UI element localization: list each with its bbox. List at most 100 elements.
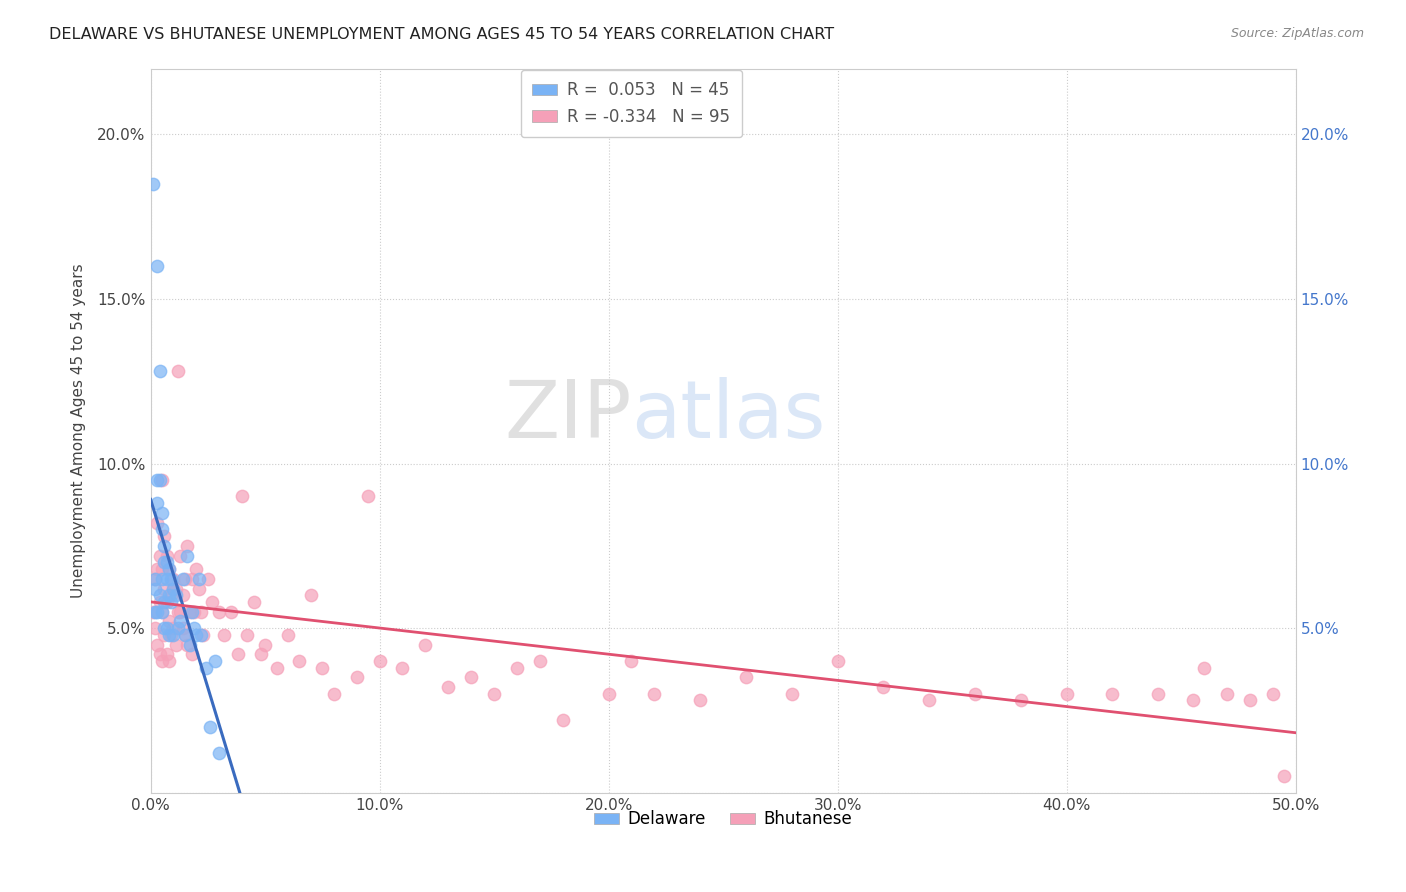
Point xyxy=(1192,660,1215,674)
Point xyxy=(174,628,197,642)
Point xyxy=(529,654,551,668)
Point xyxy=(169,615,191,629)
Point xyxy=(208,605,231,619)
Point xyxy=(146,473,169,487)
Point xyxy=(249,648,271,662)
Point xyxy=(153,621,176,635)
Point xyxy=(149,549,172,563)
Point xyxy=(187,572,209,586)
Point xyxy=(689,693,711,707)
Point xyxy=(156,648,179,662)
Point xyxy=(143,605,166,619)
Point xyxy=(146,496,169,510)
Point xyxy=(153,582,176,596)
Point xyxy=(156,572,179,586)
Point xyxy=(179,605,201,619)
Point xyxy=(190,628,212,642)
Point xyxy=(157,562,180,576)
Point xyxy=(551,713,574,727)
Point xyxy=(160,595,183,609)
Point xyxy=(231,490,253,504)
Point xyxy=(153,539,176,553)
Point xyxy=(180,605,202,619)
Point xyxy=(174,628,197,642)
Point xyxy=(918,693,941,707)
Point xyxy=(176,638,198,652)
Point xyxy=(150,572,173,586)
Point xyxy=(157,588,180,602)
Point xyxy=(156,549,179,563)
Point xyxy=(160,572,183,586)
Point xyxy=(1272,769,1295,783)
Point xyxy=(963,687,986,701)
Point xyxy=(157,615,180,629)
Point xyxy=(162,582,184,596)
Point xyxy=(180,648,202,662)
Point xyxy=(146,516,169,530)
Point xyxy=(143,572,166,586)
Point xyxy=(150,473,173,487)
Point xyxy=(620,654,643,668)
Point xyxy=(1147,687,1170,701)
Point xyxy=(153,595,176,609)
Point xyxy=(1010,693,1032,707)
Point xyxy=(735,670,758,684)
Point xyxy=(165,588,187,602)
Point xyxy=(598,687,620,701)
Point xyxy=(146,605,169,619)
Point xyxy=(149,648,172,662)
Point xyxy=(143,572,166,586)
Point xyxy=(153,529,176,543)
Point xyxy=(872,681,894,695)
Point xyxy=(643,687,665,701)
Point xyxy=(165,582,187,596)
Point xyxy=(153,555,176,569)
Point xyxy=(266,660,288,674)
Point xyxy=(219,605,242,619)
Point xyxy=(193,628,215,642)
Point xyxy=(460,670,482,684)
Point xyxy=(149,595,172,609)
Point xyxy=(160,588,183,602)
Point xyxy=(150,506,173,520)
Text: DELAWARE VS BHUTANESE UNEMPLOYMENT AMONG AGES 45 TO 54 YEARS CORRELATION CHART: DELAWARE VS BHUTANESE UNEMPLOYMENT AMONG… xyxy=(49,27,834,42)
Point xyxy=(482,687,505,701)
Point xyxy=(162,628,184,642)
Point xyxy=(183,605,205,619)
Point xyxy=(167,605,190,619)
Point xyxy=(236,628,259,642)
Point xyxy=(1239,693,1261,707)
Point xyxy=(153,628,176,642)
Text: Source: ZipAtlas.com: Source: ZipAtlas.com xyxy=(1230,27,1364,40)
Point xyxy=(254,638,277,652)
Point xyxy=(142,177,165,191)
Point xyxy=(157,654,180,668)
Point xyxy=(1181,693,1204,707)
Point xyxy=(242,595,264,609)
Point xyxy=(162,572,184,586)
Point xyxy=(827,654,849,668)
Point xyxy=(780,687,803,701)
Point xyxy=(157,562,180,576)
Point xyxy=(437,681,460,695)
Point xyxy=(142,605,165,619)
Point xyxy=(150,522,173,536)
Point xyxy=(146,638,169,652)
Point xyxy=(172,621,194,635)
Point xyxy=(208,746,231,760)
Point xyxy=(277,628,299,642)
Point xyxy=(288,654,311,668)
Point xyxy=(311,660,333,674)
Point xyxy=(357,490,380,504)
Point xyxy=(167,621,190,635)
Point xyxy=(169,605,191,619)
Text: atlas: atlas xyxy=(631,377,825,455)
Point xyxy=(212,628,235,642)
Point xyxy=(186,562,208,576)
Point xyxy=(1056,687,1078,701)
Point xyxy=(1216,687,1239,701)
Point xyxy=(415,638,437,652)
Point xyxy=(204,654,226,668)
Point xyxy=(162,582,184,596)
Point xyxy=(176,539,198,553)
